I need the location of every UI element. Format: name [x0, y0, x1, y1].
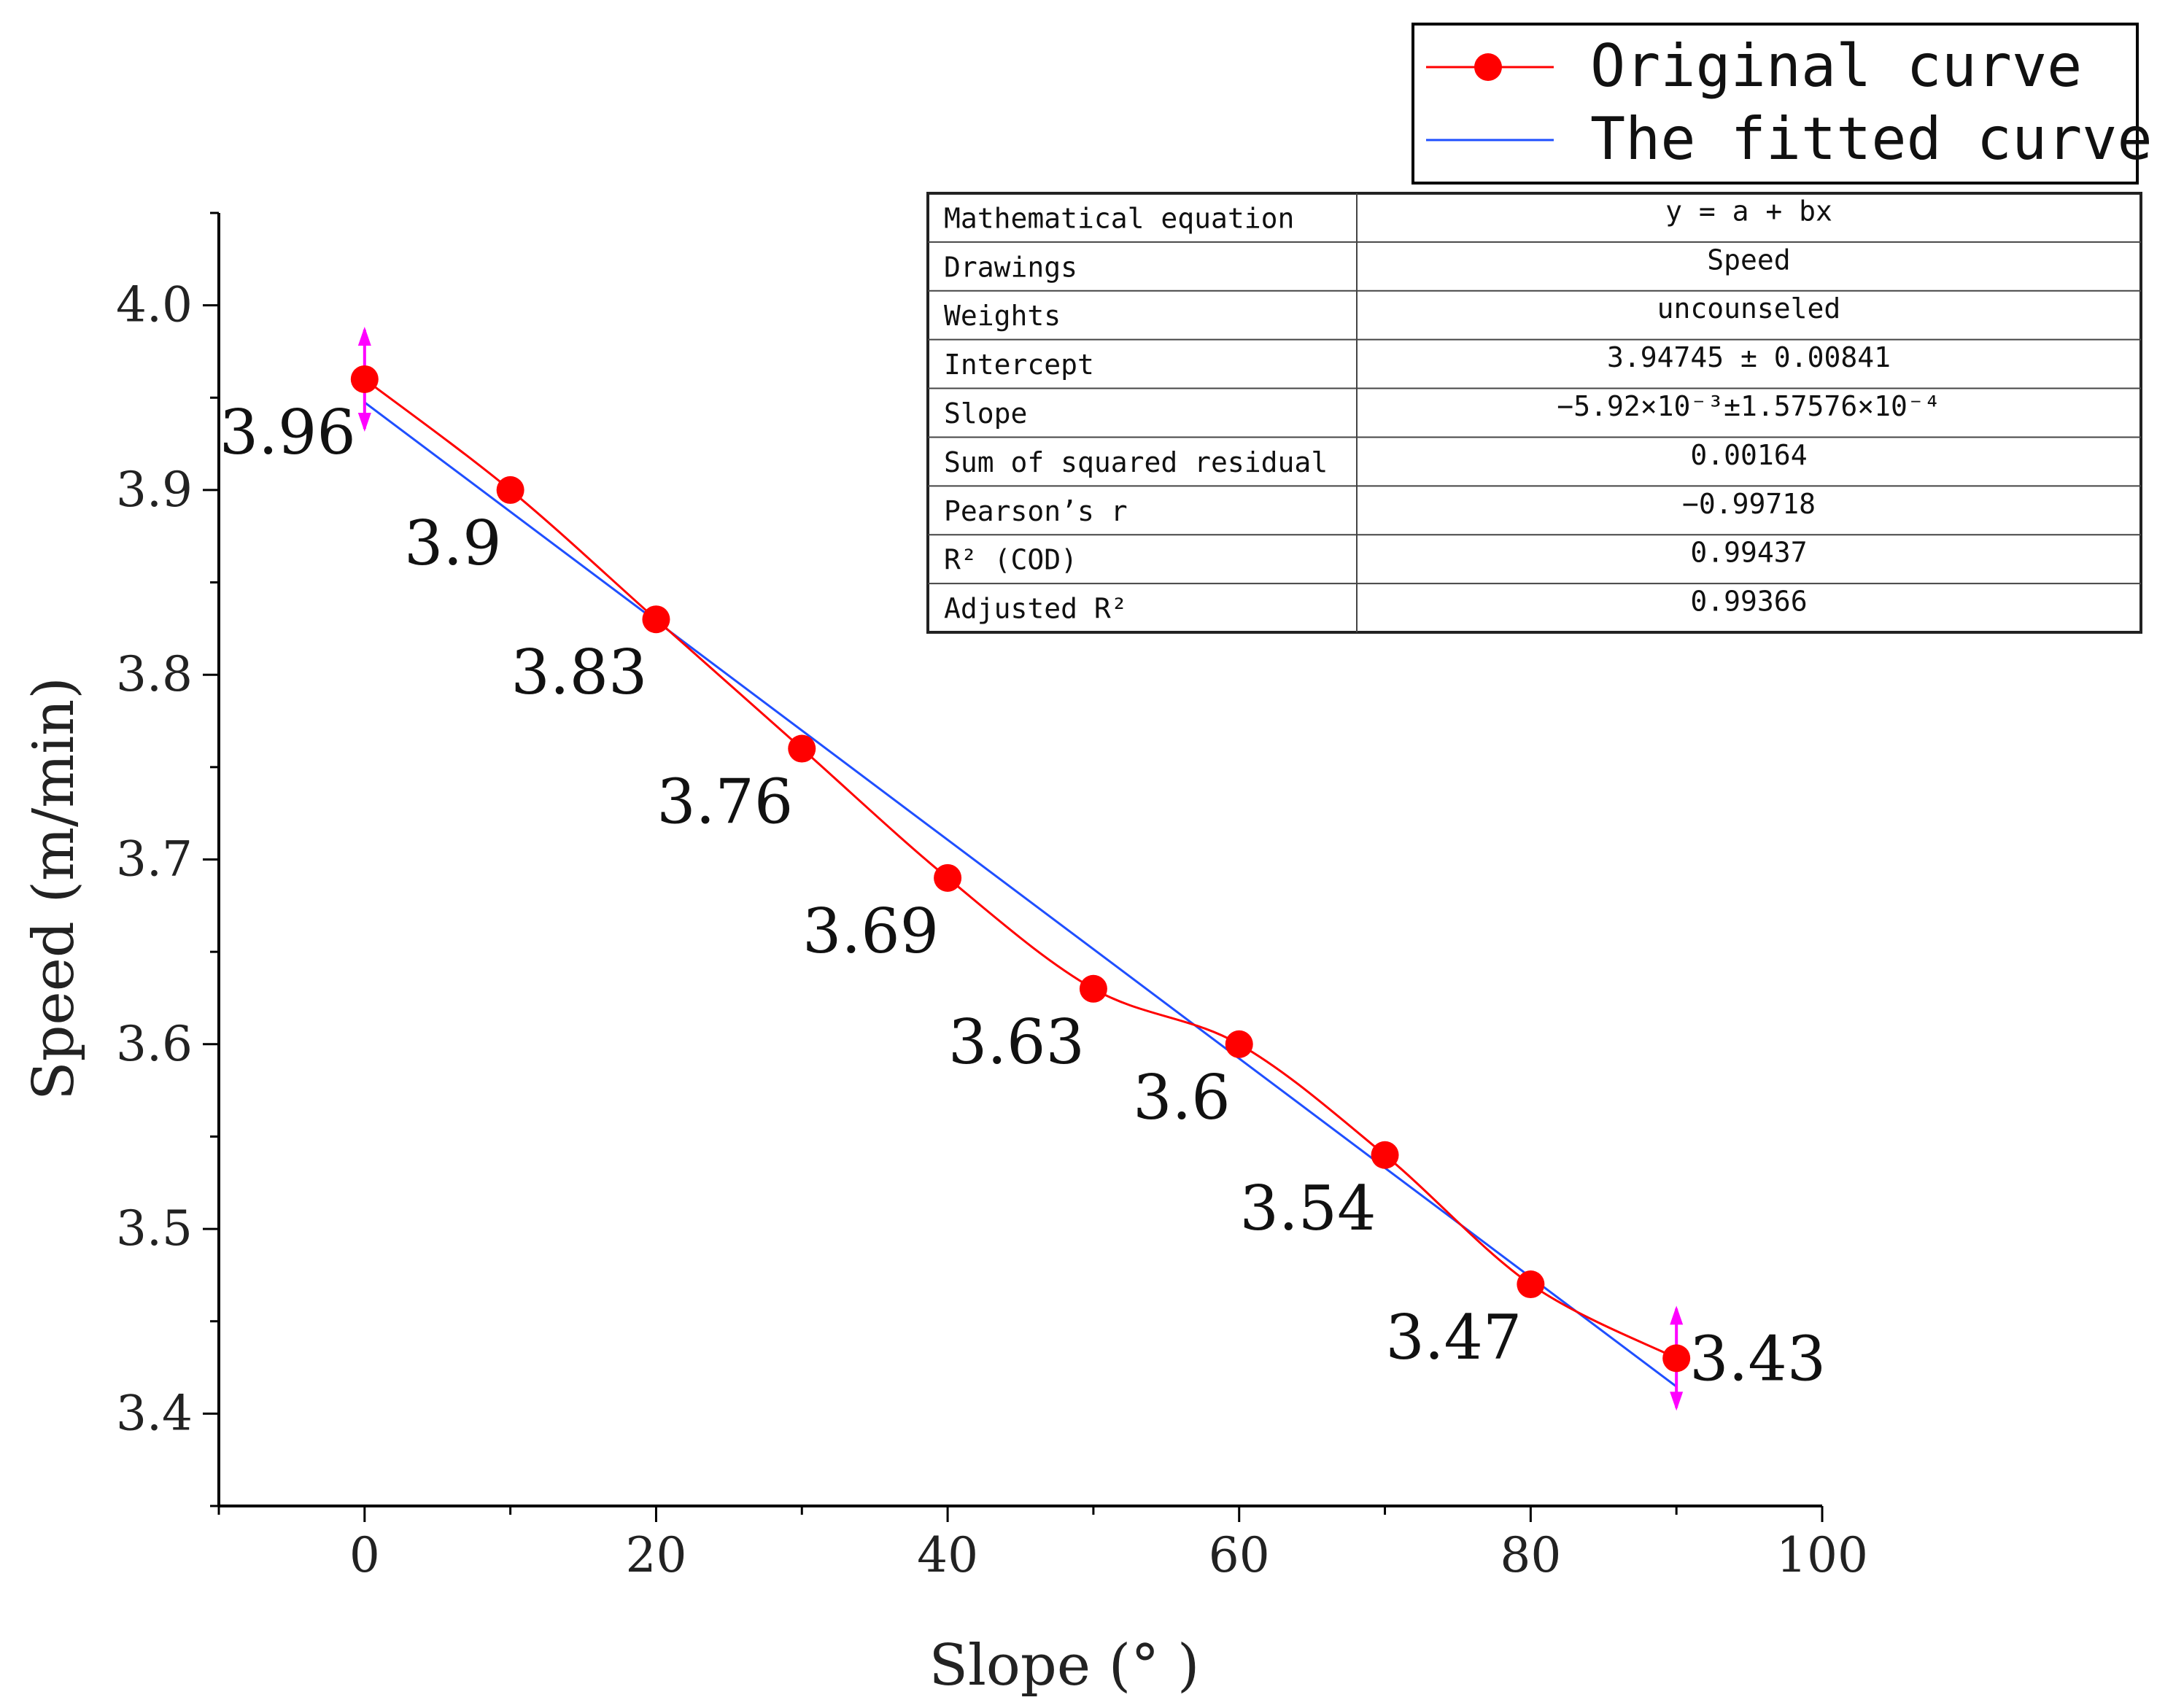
x-tick-label: 40 — [917, 1527, 978, 1583]
data-label: 3.9 — [404, 508, 502, 579]
x-axis-title: Slope (° ) — [929, 1633, 1200, 1699]
x-tick-label: 100 — [1776, 1527, 1868, 1583]
x-tick-label: 60 — [1209, 1527, 1270, 1583]
data-point — [788, 734, 816, 763]
data-point — [350, 365, 379, 393]
data-label: 3.96 — [220, 397, 356, 468]
data-point — [1662, 1344, 1691, 1373]
data-label: 3.43 — [1689, 1323, 1826, 1394]
y-tick-label: 3.8 — [116, 646, 193, 702]
data-label: 3.54 — [1240, 1173, 1376, 1244]
original-curve-line — [363, 378, 1677, 1359]
data-label: 3.63 — [948, 1006, 1085, 1078]
data-point — [1517, 1270, 1545, 1299]
series-layer — [350, 326, 1691, 1411]
x-tick-label: 20 — [625, 1527, 686, 1583]
data-label: 3.76 — [657, 766, 793, 838]
y-tick-label: 4.0 — [116, 277, 193, 333]
table-row-value: 0.99437 — [1690, 537, 1807, 569]
table-row-value: y = a + bx — [1665, 195, 1832, 227]
data-point — [1225, 1030, 1253, 1058]
data-label: 3.69 — [802, 896, 939, 967]
legend-box — [1411, 23, 2139, 185]
y-tick-label: 3.7 — [116, 831, 193, 888]
table-row-key: Slope — [944, 397, 1027, 430]
table-row-value: 3.94745 ± 0.00841 — [1607, 341, 1891, 373]
data-point — [1079, 974, 1107, 1003]
axes: 0 20 40 60 80 100 3.4 3.5 3.6 3.7 3.8 3.9 4.0 Slope (… — [21, 211, 1868, 1699]
data-point — [496, 475, 524, 504]
range-marker-down-arrow — [357, 412, 371, 432]
table-row-key: Weights — [944, 300, 1061, 332]
range-marker-up-arrow — [1670, 1305, 1684, 1325]
fit-results-table: Mathematical equation y = a + bx Drawings S… — [926, 192, 2142, 634]
y-tick-label: 3.6 — [116, 1016, 193, 1072]
table-row-value: Speed — [1707, 244, 1790, 276]
x-tick-label: 0 — [349, 1527, 380, 1583]
data-point — [642, 605, 670, 634]
table-row-key: Adjusted R² — [944, 593, 1128, 625]
data-point — [934, 863, 962, 892]
range-marker-up-arrow — [357, 326, 371, 346]
table-row-key: Pearson’s r — [944, 495, 1128, 527]
data-point — [1371, 1141, 1399, 1169]
data-label: 3.83 — [511, 637, 647, 708]
table-row-value: uncounseled — [1657, 292, 1841, 325]
table-row-value: −5.92×10⁻³±1.57576×10⁻⁴ — [1557, 390, 1940, 422]
range-marker-down-arrow — [1670, 1391, 1684, 1411]
legend-original-marker — [1474, 53, 1502, 81]
y-axis-title: Speed (m/min) — [21, 677, 87, 1101]
data-label: 3.47 — [1385, 1302, 1522, 1373]
y-tick-label: 3.5 — [116, 1200, 193, 1257]
table-row-value: 0.00164 — [1690, 439, 1807, 471]
table-row-key: Mathematical equation — [944, 202, 1294, 234]
data-labels: 3.96 3.93.833.763.693.63 3.63.543.47 3.43 — [220, 397, 1826, 1394]
table-row-value: −0.99718 — [1682, 488, 1816, 520]
table-frame — [926, 192, 2142, 634]
x-tick-label: 80 — [1500, 1527, 1561, 1583]
legend-fitted-label: The fitted curve — [1590, 105, 2153, 173]
data-label: 3.6 — [1133, 1062, 1231, 1133]
table-row-key: Sum of squared residual — [944, 446, 1328, 478]
y-tick-label: 3.4 — [116, 1385, 193, 1441]
table-row-key: R² (COD) — [944, 544, 1077, 576]
table-row-value: 0.99366 — [1690, 586, 1807, 618]
table-row-key: Drawings — [944, 251, 1077, 283]
y-tick-label: 3.9 — [116, 462, 193, 518]
table-row-key: Intercept — [944, 349, 1094, 381]
legend-original-label: Original curve — [1590, 32, 2082, 100]
